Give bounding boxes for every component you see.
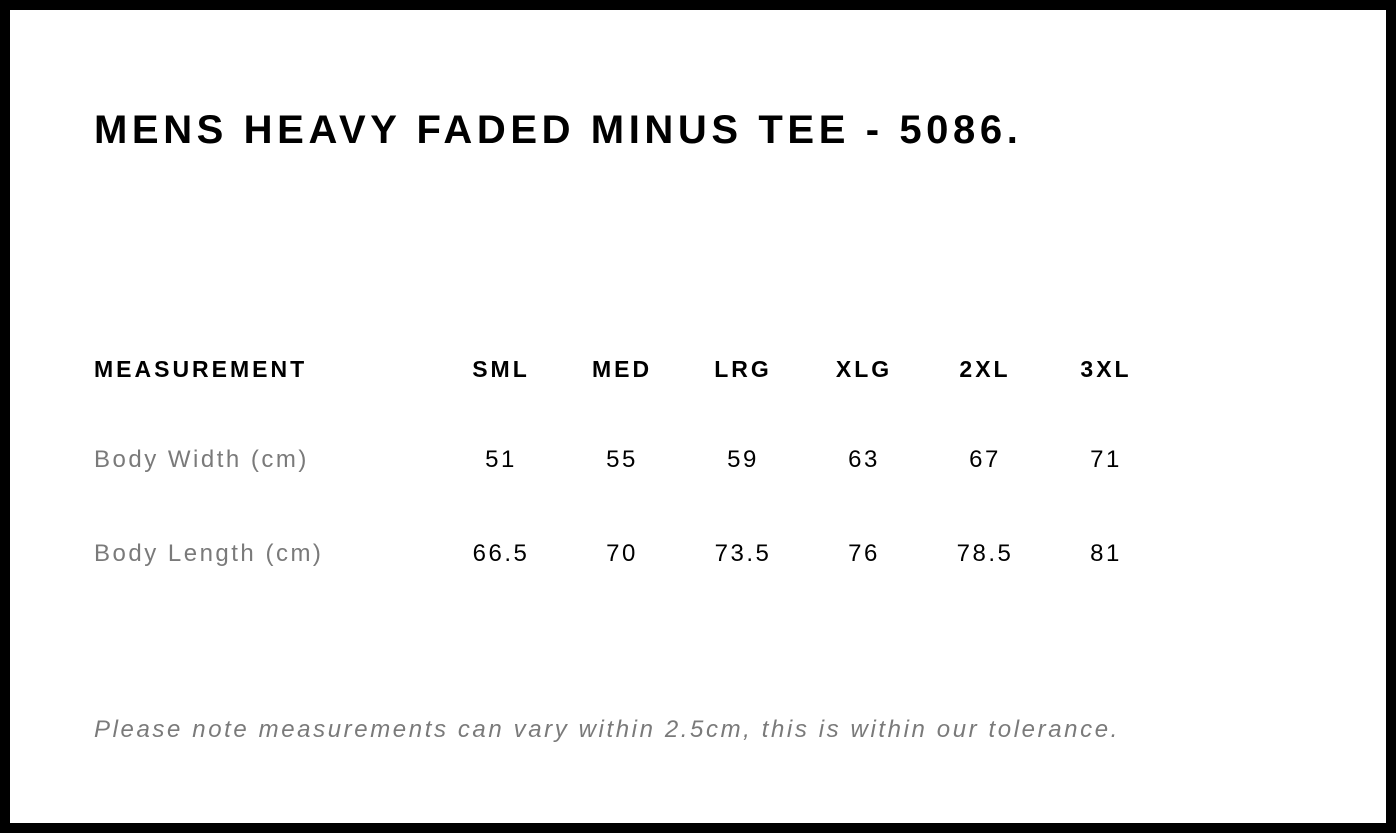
header-sml: SML bbox=[472, 356, 530, 382]
tolerance-note: Please note measurements can vary within… bbox=[94, 716, 1120, 743]
header-3xl: 3XL bbox=[1080, 356, 1132, 382]
header-xlg: XLG bbox=[835, 356, 893, 382]
header-lrg: LRG bbox=[714, 356, 772, 382]
header-med: MED bbox=[591, 356, 653, 382]
table-cell: 67 bbox=[969, 446, 1001, 473]
page-title: MENS HEAVY FADED MINUS TEE - 5086. bbox=[94, 108, 1023, 152]
table-cell: 70 bbox=[606, 540, 638, 567]
size-chart-card: MENS HEAVY FADED MINUS TEE - 5086. MEASU… bbox=[10, 10, 1386, 823]
table-cell: 63 bbox=[848, 446, 880, 473]
table-cell: 76 bbox=[848, 540, 880, 567]
table-cell: 66.5 bbox=[472, 540, 530, 567]
table-cell: 71 bbox=[1090, 446, 1122, 473]
table-cell: 55 bbox=[606, 446, 638, 473]
table-cell: 81 bbox=[1090, 540, 1122, 567]
table-cell: 73.5 bbox=[714, 540, 772, 567]
table-cell: 78.5 bbox=[956, 540, 1014, 567]
row-label: Body Length (cm) bbox=[94, 540, 324, 567]
table-cell: 51 bbox=[485, 446, 517, 473]
header-2xl: 2XL bbox=[959, 356, 1011, 382]
row-label: Body Width (cm) bbox=[94, 446, 309, 473]
table-cell: 59 bbox=[727, 446, 759, 473]
header-measurement: MEASUREMENT bbox=[94, 356, 308, 382]
